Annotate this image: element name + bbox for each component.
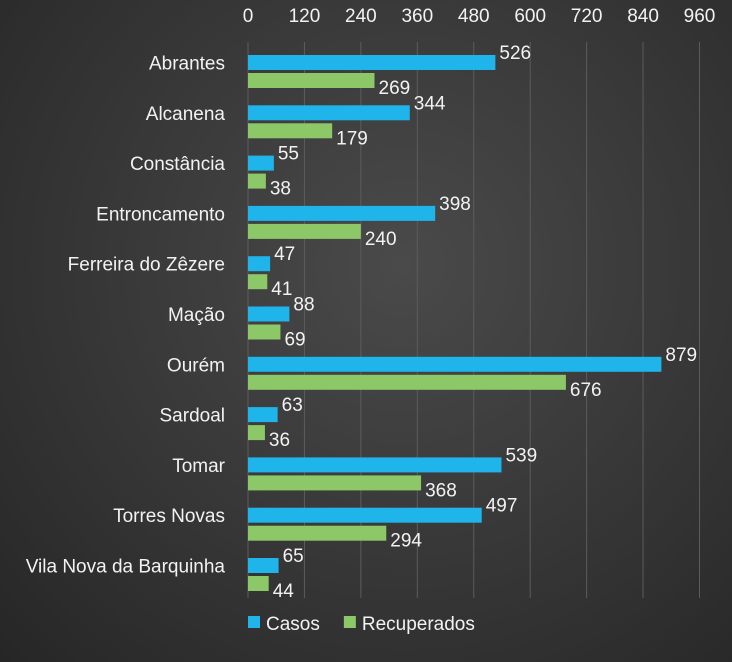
category-label: Sardoal — [160, 406, 226, 427]
x-tick-label: 960 — [684, 6, 716, 27]
data-label-recuperados: 179 — [336, 128, 368, 149]
data-label-casos: 497 — [486, 496, 518, 517]
x-tick-label: 840 — [627, 6, 659, 27]
data-label-casos: 344 — [414, 93, 446, 114]
data-label-recuperados: 240 — [365, 229, 397, 250]
bar-casos — [248, 507, 482, 523]
bar-recuperados — [248, 123, 333, 139]
bar-recuperados — [248, 73, 375, 88]
x-tick-label: 240 — [345, 6, 377, 27]
data-label-casos: 63 — [282, 395, 303, 416]
bar-recuperados — [248, 374, 566, 390]
bar-casos — [248, 205, 436, 221]
data-label-recuperados: 294 — [390, 531, 422, 552]
legend-swatch-casos — [248, 616, 260, 628]
data-label-casos: 526 — [499, 43, 531, 64]
data-label-recuperados: 44 — [273, 581, 295, 602]
bar-casos — [248, 558, 279, 573]
data-label-casos: 65 — [283, 546, 304, 567]
bar-recuperados — [248, 173, 266, 189]
data-label-recuperados: 368 — [425, 480, 457, 501]
data-label-casos: 879 — [665, 345, 697, 366]
bar-casos — [248, 256, 271, 272]
category-label: Torres Novas — [113, 506, 225, 527]
data-label-recuperados: 41 — [271, 279, 292, 300]
x-tick-label: 600 — [514, 6, 546, 27]
category-labels: Abrantes Alcanena Constância Entroncamento F… — [26, 54, 226, 578]
bar-recuperados — [248, 274, 268, 290]
x-tick-label: 0 — [243, 6, 254, 27]
bar-casos — [248, 356, 662, 372]
bar-recuperados — [248, 576, 269, 591]
legend-label-recuperados: Recuperados — [362, 614, 475, 635]
x-tick-label: 360 — [401, 6, 433, 27]
category-label: Constância — [130, 154, 225, 175]
legend-swatch-recuperados — [343, 616, 356, 628]
bar-casos — [248, 105, 410, 121]
x-tick-label: 120 — [289, 6, 321, 27]
bar-recuperados — [248, 425, 265, 441]
data-label-recuperados: 676 — [570, 380, 602, 401]
category-label: Abrantes — [149, 54, 225, 75]
legend-label-casos: Casos — [266, 614, 320, 635]
bar-casos — [248, 55, 496, 70]
category-label: Entroncamento — [96, 204, 225, 225]
bar-casos — [248, 407, 278, 423]
legend: Casos Recuperados — [248, 614, 475, 635]
data-label-casos: 539 — [505, 445, 537, 466]
bar-casos — [248, 457, 502, 473]
category-label: Mação — [168, 305, 225, 326]
bar-recuperados — [248, 525, 387, 541]
bar-recuperados — [248, 475, 422, 491]
data-label-casos: 398 — [439, 194, 471, 215]
bar-recuperados — [248, 223, 361, 239]
data-label-casos: 55 — [278, 144, 299, 165]
data-label-recuperados: 36 — [269, 430, 290, 451]
x-tick-label: 720 — [571, 6, 603, 27]
bar-casos — [248, 306, 290, 322]
category-label: Tomar — [172, 456, 225, 477]
data-label-recuperados: 38 — [270, 179, 291, 200]
x-axis-ticks: 0 120 240 360 480 600 720 840 960 — [243, 6, 716, 27]
data-label-recuperados: 69 — [284, 330, 305, 351]
bars — [248, 55, 662, 591]
x-tick-label: 480 — [458, 6, 490, 27]
bar-casos — [248, 155, 274, 171]
bar-recuperados — [248, 324, 281, 340]
data-label-casos: 47 — [274, 244, 295, 265]
category-label: Ourém — [167, 355, 225, 376]
category-label: Vila Nova da Barquinha — [26, 557, 226, 578]
data-label-recuperados: 269 — [379, 78, 411, 99]
category-label: Ferreira do Zêzere — [68, 255, 225, 276]
data-label-casos: 88 — [293, 295, 314, 316]
category-label: Alcanena — [146, 104, 226, 125]
